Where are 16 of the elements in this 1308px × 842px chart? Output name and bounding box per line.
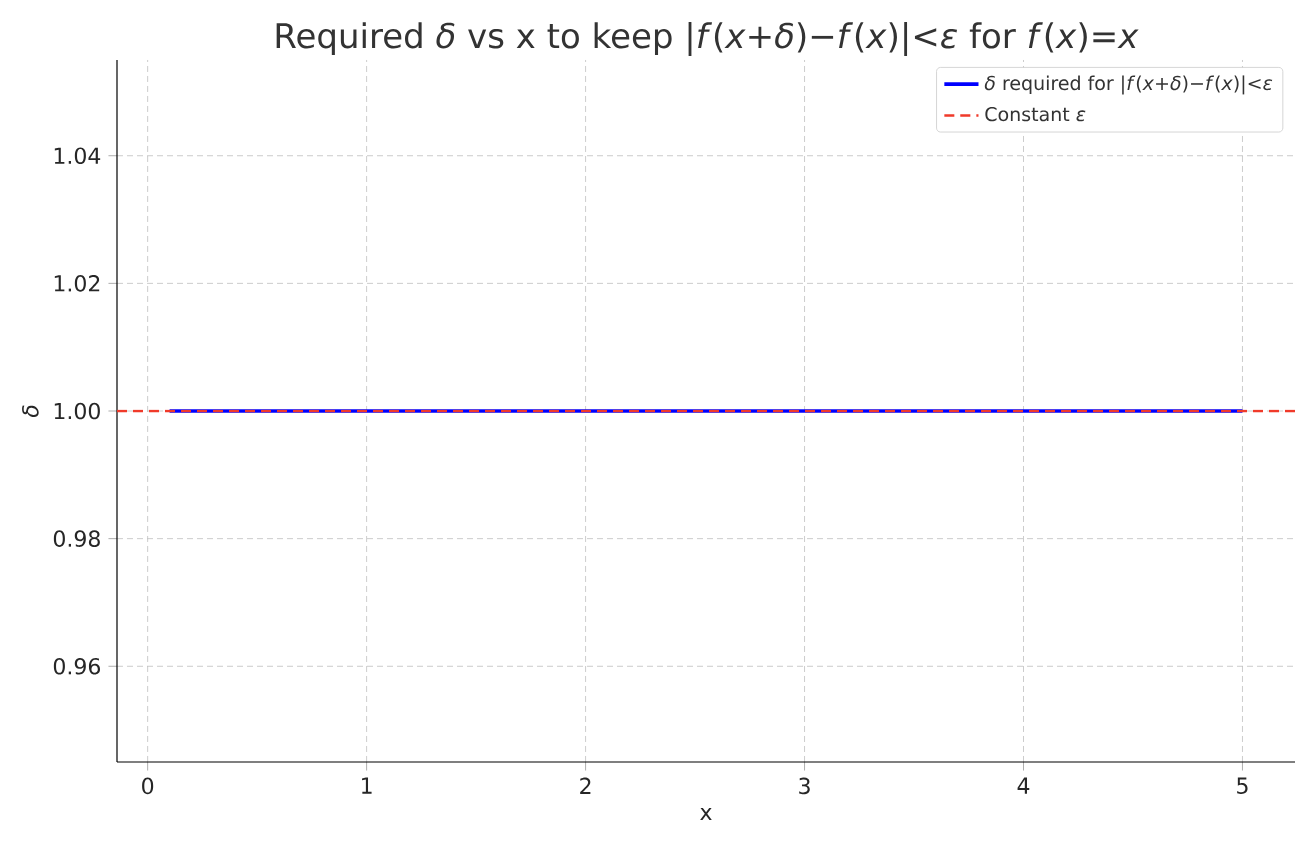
y-tick-label: 1.04	[54, 147, 101, 165]
x-tick-label: 0	[142, 777, 154, 795]
text: δ required for |f(x+δ)−f(x)|<ε	[984, 75, 1273, 95]
y-tick-label: 0.98	[53, 530, 100, 547]
chart-title: Required δ vs x to keep |f(x+δ)−f(x)|<ε for f(x)=x	[276, 22, 1139, 57]
x-axis-title: x	[700, 807, 712, 821]
y-axis-title: δ	[22, 405, 39, 418]
y-tick-label: 0.96	[53, 657, 100, 675]
y-tick-label: 1.00	[54, 402, 100, 420]
legend-label: Constant ε	[985, 106, 1086, 122]
x-tick-label: 5	[1237, 777, 1248, 794]
y-tick-label: 1.02	[54, 275, 100, 292]
x-tick-label: 3	[799, 777, 810, 795]
x-tick-label: 1	[362, 777, 372, 794]
x-tick-label: 2	[580, 777, 591, 794]
x-tick-label: 4	[1017, 777, 1030, 794]
